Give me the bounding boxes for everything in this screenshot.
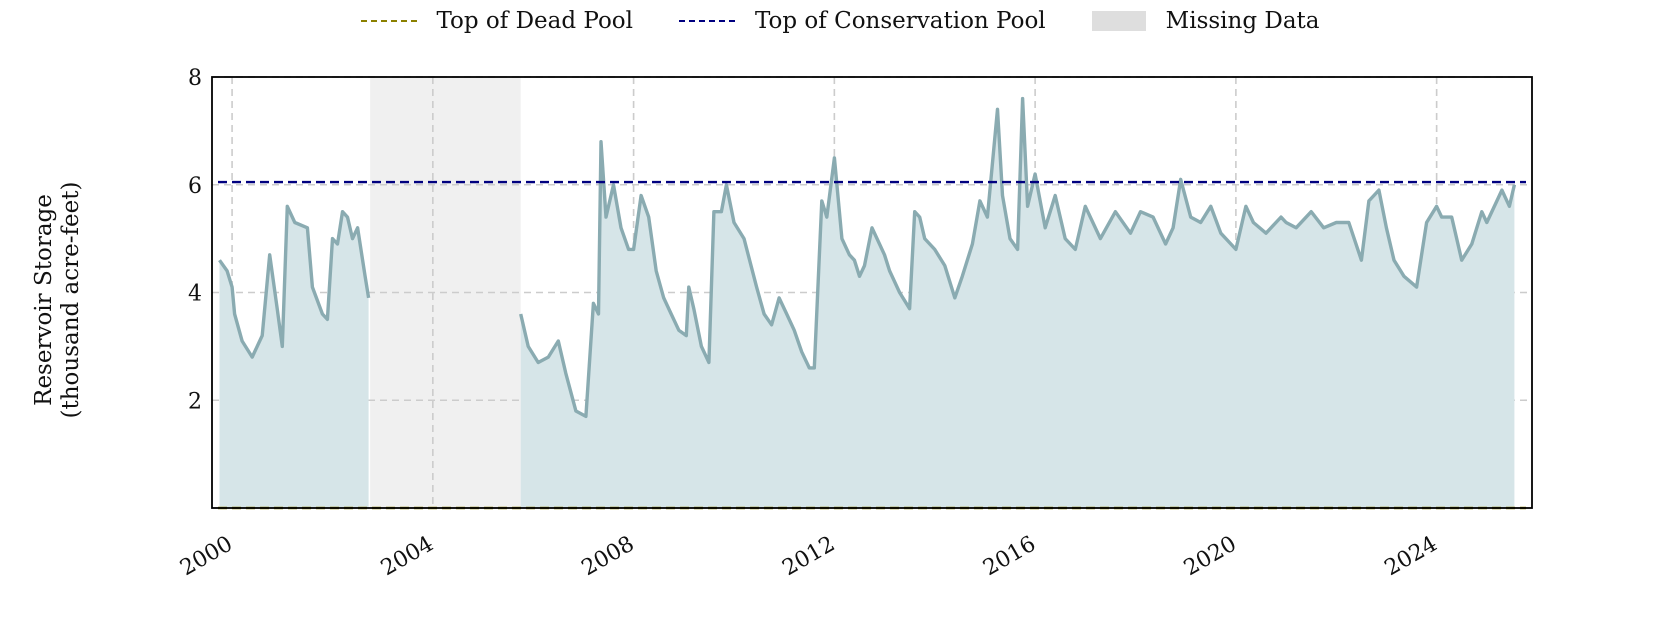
legend-label: Top of Conservation Pool <box>755 8 1046 34</box>
x-tick-label: 2016 <box>979 532 1040 582</box>
x-tick-label: 2012 <box>778 532 839 582</box>
x-tick-label: 2008 <box>578 532 639 582</box>
y-tick-label: 6 <box>188 174 202 199</box>
y-axis-label-line: (thousand acre-feet) <box>58 181 84 419</box>
storage-line <box>519 96 1517 419</box>
legend-item-dead-pool: Top of Dead Pool <box>360 8 634 34</box>
storage-line <box>218 204 371 359</box>
plot-frame <box>211 76 1533 509</box>
y-tick-labels: 2 4 6 8 <box>188 66 202 414</box>
legend-item-conservation-pool: Top of Conservation Pool <box>679 8 1046 34</box>
x-tick-label: 2004 <box>377 532 438 582</box>
missing-data-swatch <box>1091 11 1146 31</box>
line-layer <box>218 96 1517 419</box>
y-axis-label: Reservoir Storage (thousand acre-feet) <box>31 182 85 419</box>
legend-label: Missing Data <box>1165 8 1320 34</box>
legend-item-missing-data: Missing Data <box>1091 8 1320 34</box>
legend: Top of Dead Pool Top of Conservation Poo… <box>0 8 1680 34</box>
storage-area <box>219 206 369 509</box>
y-tick-label: 8 <box>188 66 202 91</box>
y-axis-label-line: Reservoir Storage <box>31 194 57 406</box>
x-tick-labels: 2000 2004 2008 2012 2016 2020 2024 <box>176 532 1442 582</box>
dead-pool-swatch <box>360 20 417 22</box>
y-tick-label: 4 <box>188 282 202 307</box>
y-tick-label: 2 <box>188 389 202 414</box>
x-tick-label: 2000 <box>176 532 237 582</box>
storage-area <box>520 98 1515 508</box>
legend-label: Top of Dead Pool <box>436 8 634 34</box>
x-tick-label: 2024 <box>1381 532 1442 582</box>
conservation-pool-swatch <box>679 20 735 22</box>
x-tick-label: 2020 <box>1180 532 1241 582</box>
